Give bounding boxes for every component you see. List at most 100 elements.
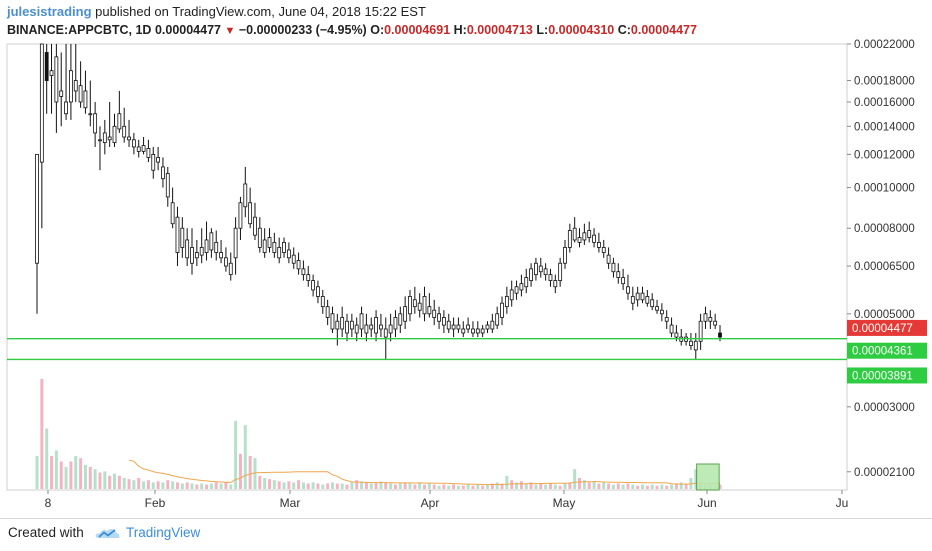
- volume-bar: [355, 480, 359, 489]
- candle-body: [311, 280, 316, 291]
- volume-bar: [200, 483, 204, 489]
- volume-bar: [171, 481, 175, 489]
- volume-bar: [587, 482, 591, 489]
- ohlc-header: BINANCE:APPCBTC, 1D 0.00004477 ▼ −0.0000…: [7, 23, 697, 37]
- last-price-label-bg: [847, 319, 927, 336]
- candle-body: [451, 324, 456, 330]
- volume-bar: [578, 478, 582, 489]
- candle-body: [209, 232, 214, 251]
- volume-bar: [161, 482, 165, 489]
- candle-body: [713, 320, 718, 326]
- candle-body: [640, 292, 645, 301]
- volume-bar: [205, 484, 209, 489]
- candle-body: [233, 227, 238, 259]
- price-chart[interactable]: 0.00022000 0.00018000 0.00016000 0.00014000…: [0, 0, 932, 518]
- candle-body: [64, 101, 68, 115]
- volume-bar: [568, 482, 572, 489]
- volume-bar: [50, 456, 54, 489]
- volume-bar: [45, 428, 49, 489]
- volume-bar: [582, 480, 586, 489]
- candle-body: [49, 70, 54, 76]
- x-tick-label: Jun: [697, 496, 716, 510]
- candle-body: [224, 257, 228, 267]
- candle-body: [185, 239, 190, 259]
- volume-bar: [423, 484, 427, 489]
- volume-bar: [117, 475, 121, 489]
- tradingview-link[interactable]: TradingView: [126, 525, 201, 540]
- volume-bar: [340, 483, 344, 489]
- volume-bar: [137, 478, 141, 489]
- candle-body: [112, 125, 117, 144]
- volume-bar: [345, 484, 349, 489]
- publish-header: julesistrading published on TradingView.…: [7, 4, 426, 19]
- volume-bar: [544, 484, 548, 489]
- candle-body: [69, 70, 73, 103]
- volume-bar: [655, 485, 659, 489]
- candle-body: [39, 43, 44, 163]
- volume-bar: [379, 481, 383, 489]
- volume-bar: [301, 482, 305, 489]
- y-tick-label: 0.00022000: [854, 39, 915, 51]
- volume-bar: [369, 483, 373, 489]
- volume-bar: [248, 456, 252, 489]
- volume-bar: [524, 483, 528, 489]
- volume-bar: [611, 484, 615, 489]
- volume-bar: [558, 485, 562, 489]
- volume-bar: [694, 469, 698, 489]
- candle-body: [248, 202, 253, 225]
- volume-bar: [166, 480, 170, 489]
- volume-bar: [93, 469, 97, 489]
- x-tick-label: Feb: [145, 496, 166, 510]
- volume-bar: [234, 420, 238, 489]
- volume-bar: [485, 484, 489, 489]
- volume-bar: [456, 485, 460, 489]
- volume-bar: [670, 484, 674, 489]
- x-tick-label: May: [553, 496, 576, 510]
- candle-body: [471, 328, 475, 334]
- candle-body: [655, 306, 659, 311]
- y-tick-label: 0.00010000: [854, 183, 915, 195]
- candle-body: [495, 313, 500, 326]
- candle-body: [698, 320, 703, 342]
- tradingview-logo-icon[interactable]: [95, 526, 121, 542]
- candle-body: [703, 313, 708, 322]
- candle-body: [228, 262, 233, 276]
- volume-bar: [645, 485, 649, 489]
- candle-body: [291, 254, 296, 264]
- candle-body: [257, 227, 262, 248]
- volume-bar: [122, 478, 126, 489]
- x-tick-label: 8: [45, 496, 52, 510]
- volume-bar: [519, 481, 523, 489]
- candle-body: [122, 125, 127, 138]
- candle-body: [626, 286, 630, 294]
- candle-body: [635, 292, 640, 301]
- candle-body: [44, 52, 49, 81]
- candle-body: [645, 296, 650, 304]
- publish-info: published on TradingView.com, June 04, 2…: [95, 4, 426, 19]
- volume-bar: [238, 453, 242, 489]
- volume-bar: [548, 483, 552, 489]
- candle-body: [461, 328, 466, 334]
- candle-body: [417, 302, 422, 311]
- support-label-1: 0.00004361: [852, 346, 913, 358]
- volume-bar: [616, 483, 620, 489]
- y-tick-label: 0.00016000: [854, 97, 915, 109]
- volume-bar: [481, 485, 485, 489]
- candle-body: [485, 324, 490, 330]
- author-link[interactable]: julesistrading: [7, 4, 92, 19]
- candle-body: [388, 324, 393, 334]
- candle-body: [340, 317, 345, 330]
- candle-body: [650, 299, 655, 308]
- volume-bar: [88, 467, 92, 489]
- candle-body: [267, 237, 272, 248]
- volume-bar: [83, 464, 87, 489]
- candle-body: [534, 262, 538, 276]
- candle-body: [98, 139, 102, 142]
- candle-body: [330, 313, 335, 330]
- volume-bar: [408, 483, 412, 489]
- volume-bar: [132, 480, 136, 489]
- volume-bar: [69, 461, 73, 489]
- candle-body: [509, 289, 514, 301]
- volume-bar: [679, 482, 683, 489]
- volume-bar: [515, 482, 519, 489]
